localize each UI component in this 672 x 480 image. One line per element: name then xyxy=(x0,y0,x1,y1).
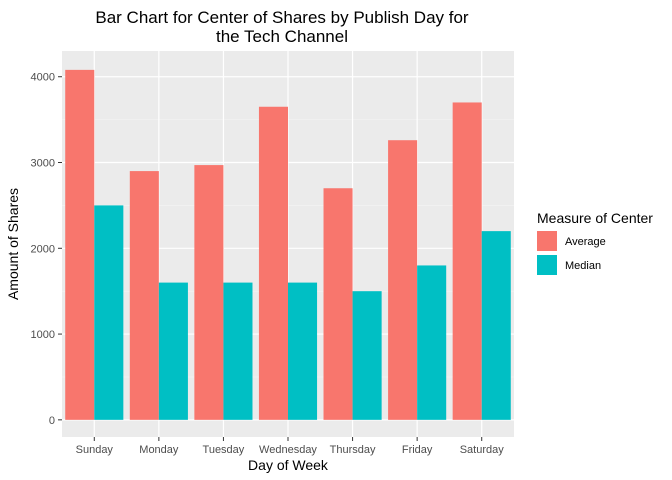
bar-average-thursday xyxy=(323,188,353,420)
bar-average-monday xyxy=(129,171,159,420)
legend-label-average: Average xyxy=(565,236,606,248)
chart-title-line-1: Bar Chart for Center of Shares by Publis… xyxy=(95,8,469,27)
bar-median-friday xyxy=(417,265,447,420)
chart-title-line-2: the Tech Channel xyxy=(216,27,348,46)
bar-median-thursday xyxy=(352,291,382,420)
bar-average-wednesday xyxy=(258,106,288,420)
x-tick-label-tuesday: Tuesday xyxy=(203,444,245,456)
x-tick-label-wednesday: Wednesday xyxy=(259,444,317,456)
bar-average-saturday xyxy=(452,102,482,420)
legend-title: Measure of Center xyxy=(537,210,653,226)
x-tick-label-thursday: Thursday xyxy=(330,444,376,456)
y-tick-label: 1000 xyxy=(31,329,55,341)
y-axis-title: Amount of Shares xyxy=(5,188,21,300)
legend-key-average xyxy=(537,231,557,251)
x-tick-label-friday: Friday xyxy=(402,444,433,456)
x-tick-label-saturday: Saturday xyxy=(460,444,505,456)
bar-median-tuesday xyxy=(223,282,253,420)
y-axis-ticks: 0 1000 2000 3000 4000 xyxy=(31,72,62,427)
y-tick-label: 4000 xyxy=(31,72,55,84)
y-tick-label: 2000 xyxy=(31,243,55,255)
legend-key-median xyxy=(537,255,557,275)
y-tick-label: 3000 xyxy=(31,158,55,170)
x-tick-label-monday: Monday xyxy=(139,444,179,456)
x-tick-label-sunday: Sunday xyxy=(76,444,114,456)
bar-median-monday xyxy=(158,282,188,420)
bar-average-friday xyxy=(388,140,418,420)
legend-label-median: Median xyxy=(565,260,601,272)
bar-median-sunday xyxy=(94,205,124,420)
bar-median-saturday xyxy=(481,231,511,420)
y-tick-label: 0 xyxy=(49,415,55,427)
x-axis-ticks: Sunday Monday Tuesday Wednesday Thursday Frid… xyxy=(76,437,505,456)
bar-median-wednesday xyxy=(288,282,318,420)
bar-average-tuesday xyxy=(194,165,224,420)
bars xyxy=(65,69,511,420)
legend: Measure of Center Average Median xyxy=(537,210,653,275)
bar-average-sunday xyxy=(65,69,95,420)
x-axis-title: Day of Week xyxy=(248,457,329,473)
